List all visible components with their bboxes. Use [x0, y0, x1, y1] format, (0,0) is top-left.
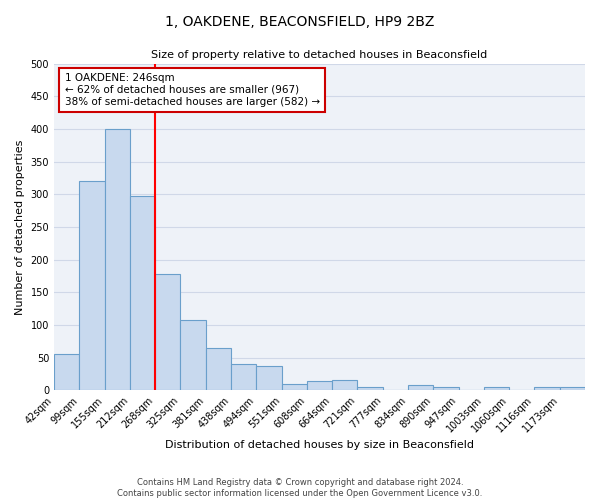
Bar: [307, 380, 332, 390]
Text: 1 OAKDENE: 246sqm
← 62% of detached houses are smaller (967)
38% of semi-detache: 1 OAKDENE: 246sqm ← 62% of detached hous…: [65, 74, 320, 106]
Bar: [231, 364, 256, 390]
Bar: [408, 385, 433, 390]
Bar: [79, 181, 104, 390]
Bar: [181, 320, 206, 390]
Text: Contains HM Land Registry data © Crown copyright and database right 2024.
Contai: Contains HM Land Registry data © Crown c…: [118, 478, 482, 498]
Bar: [433, 387, 458, 390]
Bar: [155, 274, 181, 390]
Bar: [206, 348, 231, 391]
Bar: [560, 387, 585, 390]
Bar: [104, 129, 130, 390]
Text: 1, OAKDENE, BEACONSFIELD, HP9 2BZ: 1, OAKDENE, BEACONSFIELD, HP9 2BZ: [166, 15, 434, 29]
Bar: [358, 387, 383, 390]
Bar: [484, 387, 509, 390]
Bar: [535, 387, 560, 390]
Y-axis label: Number of detached properties: Number of detached properties: [15, 140, 25, 314]
Title: Size of property relative to detached houses in Beaconsfield: Size of property relative to detached ho…: [151, 50, 488, 60]
Bar: [332, 380, 358, 390]
X-axis label: Distribution of detached houses by size in Beaconsfield: Distribution of detached houses by size …: [165, 440, 474, 450]
Bar: [281, 384, 307, 390]
Bar: [256, 366, 281, 390]
Bar: [130, 196, 155, 390]
Bar: [54, 354, 79, 390]
